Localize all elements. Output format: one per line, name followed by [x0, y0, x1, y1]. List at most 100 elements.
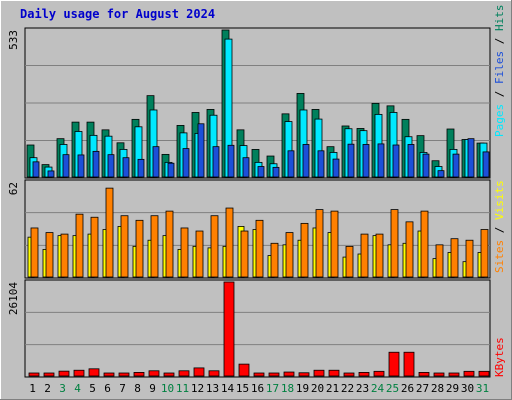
- pages-bar: [317, 150, 325, 178]
- kbytes-bar: [463, 370, 475, 377]
- y-max-label: 26104: [7, 282, 20, 315]
- pages-bar: [482, 151, 490, 178]
- pages-bar: [152, 146, 160, 178]
- kbytes-bar: [388, 351, 400, 377]
- pages-bar: [242, 157, 250, 178]
- sites-bar: [330, 210, 339, 278]
- legend-separator: /: [493, 220, 506, 240]
- pages-bar: [272, 166, 280, 178]
- day-label: 23: [356, 382, 369, 395]
- kbytes-bar: [58, 370, 70, 377]
- pages-bar: [302, 144, 310, 178]
- sites-bar: [300, 222, 309, 278]
- day-label: 15: [236, 382, 249, 395]
- kbytes-bar: [253, 372, 265, 377]
- sites-bar: [90, 216, 99, 278]
- kbytes-bar: [478, 370, 490, 377]
- pages-bar: [47, 170, 55, 178]
- sites-bar: [465, 239, 474, 278]
- day-label: 10: [161, 382, 174, 395]
- day-label: 5: [89, 382, 96, 395]
- pages-bar: [227, 144, 235, 178]
- kbytes-bar: [103, 372, 115, 377]
- day-label: 3: [59, 382, 66, 395]
- kbytes-bar: [268, 372, 280, 377]
- kbytes-panel-plot-area: [24, 279, 491, 378]
- sites-bar: [450, 238, 459, 278]
- sites-bar: [285, 232, 294, 278]
- day-label: 30: [461, 382, 474, 395]
- pages-bar: [77, 154, 85, 178]
- sites-bar: [30, 227, 39, 278]
- sites-bar: [315, 209, 324, 278]
- kbytes-bar: [28, 372, 40, 377]
- day-label: 19: [296, 382, 309, 395]
- kbytes-bar: [118, 372, 130, 377]
- pages-bar: [287, 150, 295, 178]
- sites-bar: [75, 213, 84, 278]
- sites-bar: [420, 210, 429, 278]
- pages-bar: [377, 143, 385, 178]
- day-label: 12: [191, 382, 204, 395]
- kbytes-bar: [433, 372, 445, 377]
- kbytes-bar: [238, 363, 250, 377]
- kbytes-bar: [358, 371, 370, 377]
- pages-bar: [257, 166, 265, 178]
- legend-sites-visits: Sites / Visits: [493, 180, 506, 273]
- pages-bar: [197, 123, 205, 178]
- pages-bar: [452, 153, 460, 178]
- day-label: 26: [401, 382, 414, 395]
- kbytes-bar: [313, 369, 325, 377]
- day-label: 1: [29, 382, 36, 395]
- pages-bar: [392, 144, 400, 178]
- kbytes-bar: [223, 281, 235, 377]
- chart-title: Daily usage for August 2024: [20, 7, 216, 21]
- day-label: 4: [74, 382, 81, 395]
- day-label: 25: [386, 382, 399, 395]
- sites-bar: [240, 230, 249, 278]
- kbytes-bar: [163, 372, 175, 377]
- sites-bar: [270, 242, 279, 278]
- day-label: 29: [446, 382, 459, 395]
- kbytes-bar: [43, 372, 55, 377]
- day-label: 16: [251, 382, 264, 395]
- kbytes-bar: [373, 370, 385, 377]
- kbytes-bar: [328, 369, 340, 377]
- kbytes-bar: [73, 369, 85, 377]
- sites-bar: [135, 219, 144, 278]
- pages-bar: [347, 143, 355, 178]
- kbytes-bar: [343, 372, 355, 377]
- sites-bar: [180, 227, 189, 278]
- legend-entry: Pages: [493, 104, 506, 137]
- pages-bar: [362, 144, 370, 178]
- legend-entry: Files: [493, 51, 506, 84]
- pages-bar: [437, 170, 445, 178]
- day-label: 27: [416, 382, 429, 395]
- sites-bar: [480, 229, 489, 278]
- sites-bar: [345, 245, 354, 278]
- pages-bar: [332, 158, 340, 178]
- legend-hits-files-pages: Pages / Files / Hits: [493, 5, 506, 138]
- sites-bar: [165, 210, 174, 278]
- day-label: 31: [476, 382, 489, 395]
- kbytes-bar: [193, 367, 205, 377]
- kbytes-bar: [133, 371, 145, 377]
- legend-separator: /: [493, 84, 506, 104]
- legend-kbytes: KBytes: [493, 337, 506, 377]
- day-label: 24: [371, 382, 385, 395]
- pages-bar: [137, 158, 145, 178]
- pages-bar: [107, 154, 115, 178]
- sites-bar: [45, 232, 54, 278]
- pages-bar: [122, 157, 130, 178]
- pages-bar: [422, 153, 430, 178]
- day-label: 9: [149, 382, 156, 395]
- pages-bar: [467, 138, 475, 178]
- sites-bar: [360, 233, 369, 278]
- day-label: 17: [266, 382, 279, 395]
- sites-bar: [405, 221, 414, 278]
- day-label: 8: [134, 382, 141, 395]
- sites-bar: [195, 230, 204, 278]
- sites-bar: [255, 219, 264, 278]
- sites-bar: [210, 215, 219, 278]
